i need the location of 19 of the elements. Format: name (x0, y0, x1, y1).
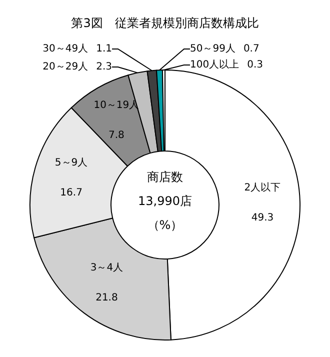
slice-label: 3～4人 (90, 262, 124, 274)
chart-title: 第3図 従業者規模別商店数構成比 (71, 16, 259, 30)
slice-label: 100人以上 (190, 58, 240, 70)
data-label: 49.3 (251, 212, 274, 224)
data-label: 0.3 (247, 60, 263, 70)
slice-label: 30～49人 (42, 44, 88, 54)
data-label: 7.8 (108, 130, 124, 141)
slice-label: 5～9人 (54, 158, 88, 169)
data-label: 21.8 (96, 292, 118, 304)
text: （%） (147, 218, 183, 232)
data-label: 1.1 (96, 44, 112, 54)
data-label: 0.7 (243, 44, 260, 54)
slice-label: 50～99人 (190, 44, 236, 54)
data-label: 2.3 (96, 62, 112, 72)
slice-label: 20～29人 (42, 62, 88, 72)
data-label: 16.7 (60, 188, 82, 199)
text: 商店数 (147, 170, 183, 184)
slice-label: 2人以下 (244, 181, 281, 194)
text: 13,990店 (138, 194, 192, 208)
